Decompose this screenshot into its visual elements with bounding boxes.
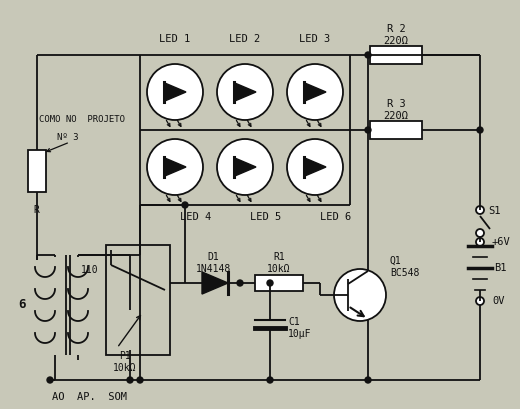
Text: AO  AP.  SOM: AO AP. SOM [52,392,127,402]
Bar [121,310,139,350]
Text: LED 2: LED 2 [229,34,261,44]
Polygon shape [202,272,228,294]
Text: COMO NO  PROJETO: COMO NO PROJETO [39,115,125,124]
Circle shape [217,64,273,120]
Text: Q1
BC548: Q1 BC548 [390,256,419,278]
Circle shape [477,127,483,133]
Circle shape [267,280,273,286]
Text: D1
1N4148: D1 1N4148 [196,252,231,274]
Text: 6: 6 [18,299,26,312]
Circle shape [287,139,343,195]
Text: P1
10kΩ: P1 10kΩ [113,351,137,373]
Circle shape [476,229,484,237]
Bar [370,46,422,64]
Bar [28,150,46,192]
Circle shape [476,297,484,305]
Polygon shape [304,83,326,101]
Bar [370,121,422,139]
Circle shape [365,127,371,133]
Bar [106,245,170,355]
Circle shape [127,377,133,383]
Circle shape [182,202,188,208]
Circle shape [137,377,143,383]
Text: R 2
220Ω: R 2 220Ω [384,24,409,46]
Text: LED 3: LED 3 [300,34,331,44]
Circle shape [365,52,371,58]
Circle shape [127,252,133,258]
Text: +6V: +6V [492,237,511,247]
Text: B1: B1 [494,263,506,273]
Text: R1
10kΩ: R1 10kΩ [267,252,291,274]
Text: R 3
220Ω: R 3 220Ω [384,99,409,121]
Polygon shape [164,83,186,101]
Circle shape [147,64,203,120]
Circle shape [217,139,273,195]
Text: LED 4: LED 4 [180,212,211,222]
Polygon shape [234,157,256,176]
Circle shape [237,280,243,286]
Polygon shape [164,157,186,176]
Circle shape [476,238,484,246]
Bar [255,275,303,291]
Polygon shape [304,157,326,176]
Circle shape [287,64,343,120]
Text: C1
10μF: C1 10μF [288,317,311,339]
Polygon shape [234,83,256,101]
Text: LED 5: LED 5 [250,212,281,222]
Circle shape [267,377,273,383]
Circle shape [334,269,386,321]
Text: S1: S1 [488,206,500,216]
Text: R: R [33,205,39,215]
Text: 110: 110 [81,265,99,275]
Text: LED 6: LED 6 [320,212,351,222]
Circle shape [476,206,484,214]
Circle shape [365,377,371,383]
Text: LED 1: LED 1 [159,34,191,44]
Circle shape [147,139,203,195]
Text: Nº 3: Nº 3 [57,133,79,142]
Circle shape [47,377,53,383]
Text: 0V: 0V [492,296,504,306]
